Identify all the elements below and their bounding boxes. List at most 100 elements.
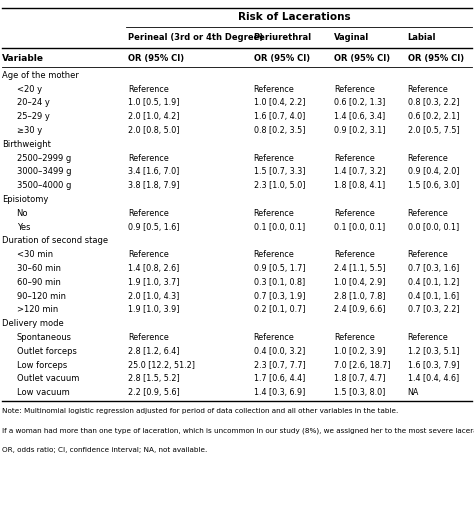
- Text: OR (95% CI): OR (95% CI): [408, 54, 464, 63]
- Text: 0.6 [0.2, 1.3]: 0.6 [0.2, 1.3]: [334, 99, 385, 107]
- Text: 0.9 [0.4, 2.0]: 0.9 [0.4, 2.0]: [408, 168, 459, 176]
- Text: 2.0 [0.5, 7.5]: 2.0 [0.5, 7.5]: [408, 126, 459, 135]
- Text: 1.0 [0.5, 1.9]: 1.0 [0.5, 1.9]: [128, 99, 180, 107]
- Text: 2.8 [1.0, 7.8]: 2.8 [1.0, 7.8]: [334, 292, 386, 300]
- Text: 30–60 min: 30–60 min: [17, 264, 61, 273]
- Text: Spontaneous: Spontaneous: [17, 333, 72, 342]
- Text: Reference: Reference: [254, 333, 294, 342]
- Text: 1.4 [0.7, 3.2]: 1.4 [0.7, 3.2]: [334, 168, 386, 176]
- Text: Birthweight: Birthweight: [2, 140, 51, 149]
- Text: 1.5 [0.6, 3.0]: 1.5 [0.6, 3.0]: [408, 181, 459, 190]
- Text: 2.4 [0.9, 6.6]: 2.4 [0.9, 6.6]: [334, 306, 386, 314]
- Text: Vaginal: Vaginal: [334, 33, 369, 42]
- Text: 1.6 [0.7, 4.0]: 1.6 [0.7, 4.0]: [254, 112, 305, 121]
- Text: Reference: Reference: [334, 333, 375, 342]
- Text: Reference: Reference: [408, 154, 448, 162]
- Text: OR, odds ratio; CI, confidence interval; NA, not available.: OR, odds ratio; CI, confidence interval;…: [2, 447, 208, 453]
- Text: 0.7 [0.3, 2.2]: 0.7 [0.3, 2.2]: [408, 306, 459, 314]
- Text: NA: NA: [408, 388, 419, 397]
- Text: OR (95% CI): OR (95% CI): [254, 54, 310, 63]
- Text: 3.8 [1.8, 7.9]: 3.8 [1.8, 7.9]: [128, 181, 180, 190]
- Text: Reference: Reference: [254, 154, 294, 162]
- Text: <30 min: <30 min: [17, 250, 53, 259]
- Text: Episiotomy: Episiotomy: [2, 195, 49, 204]
- Text: Reference: Reference: [128, 250, 169, 259]
- Text: 1.8 [0.7, 4.7]: 1.8 [0.7, 4.7]: [334, 375, 386, 383]
- Text: 1.5 [0.7, 3.3]: 1.5 [0.7, 3.3]: [254, 168, 305, 176]
- Text: Reference: Reference: [254, 209, 294, 218]
- Text: OR (95% CI): OR (95% CI): [128, 54, 184, 63]
- Text: 90–120 min: 90–120 min: [17, 292, 65, 300]
- Text: Periurethral: Periurethral: [254, 33, 312, 42]
- Text: Reference: Reference: [408, 209, 448, 218]
- Text: Reference: Reference: [334, 209, 375, 218]
- Text: 3500–4000 g: 3500–4000 g: [17, 181, 71, 190]
- Text: OR (95% CI): OR (95% CI): [334, 54, 390, 63]
- Text: 2.0 [1.0, 4.3]: 2.0 [1.0, 4.3]: [128, 292, 179, 300]
- Text: Low forceps: Low forceps: [17, 361, 67, 369]
- Text: 2.2 [0.9, 5.6]: 2.2 [0.9, 5.6]: [128, 388, 180, 397]
- Text: Reference: Reference: [408, 85, 448, 94]
- Text: 0.9 [0.5, 1.6]: 0.9 [0.5, 1.6]: [128, 223, 180, 231]
- Text: Reference: Reference: [408, 250, 448, 259]
- Text: 1.0 [0.4, 2.2]: 1.0 [0.4, 2.2]: [254, 99, 305, 107]
- Text: 1.9 [1.0, 3.9]: 1.9 [1.0, 3.9]: [128, 306, 180, 314]
- Text: 0.3 [0.1, 0.8]: 0.3 [0.1, 0.8]: [254, 278, 305, 287]
- Text: Yes: Yes: [17, 223, 30, 231]
- Text: 0.4 [0.0, 3.2]: 0.4 [0.0, 3.2]: [254, 347, 305, 356]
- Text: 2.3 [0.7, 7.7]: 2.3 [0.7, 7.7]: [254, 361, 305, 369]
- Text: Reference: Reference: [334, 154, 375, 162]
- Text: 3.4 [1.6, 7.0]: 3.4 [1.6, 7.0]: [128, 168, 179, 176]
- Text: Duration of second stage: Duration of second stage: [2, 237, 109, 245]
- Text: 1.7 [0.6, 4.4]: 1.7 [0.6, 4.4]: [254, 375, 305, 383]
- Text: Reference: Reference: [408, 333, 448, 342]
- Text: 0.1 [0.0, 0.1]: 0.1 [0.0, 0.1]: [254, 223, 305, 231]
- Text: 0.2 [0.1, 0.7]: 0.2 [0.1, 0.7]: [254, 306, 305, 314]
- Text: Outlet vacuum: Outlet vacuum: [17, 375, 79, 383]
- Text: Reference: Reference: [128, 154, 169, 162]
- Text: No: No: [17, 209, 28, 218]
- Text: 2.0 [0.8, 5.0]: 2.0 [0.8, 5.0]: [128, 126, 180, 135]
- Text: 2.3 [1.0, 5.0]: 2.3 [1.0, 5.0]: [254, 181, 305, 190]
- Text: Reference: Reference: [128, 85, 169, 94]
- Text: Reference: Reference: [128, 209, 169, 218]
- Text: >120 min: >120 min: [17, 306, 58, 314]
- Text: Risk of Lacerations: Risk of Lacerations: [237, 12, 350, 22]
- Text: Reference: Reference: [254, 250, 294, 259]
- Text: 0.9 [0.2, 3.1]: 0.9 [0.2, 3.1]: [334, 126, 386, 135]
- Text: 1.0 [0.4, 2.9]: 1.0 [0.4, 2.9]: [334, 278, 386, 287]
- Text: 0.1 [0.0, 0.1]: 0.1 [0.0, 0.1]: [334, 223, 385, 231]
- Text: 0.7 [0.3, 1.9]: 0.7 [0.3, 1.9]: [254, 292, 305, 300]
- Text: 25.0 [12.2, 51.2]: 25.0 [12.2, 51.2]: [128, 361, 195, 369]
- Text: 1.4 [0.8, 2.6]: 1.4 [0.8, 2.6]: [128, 264, 179, 273]
- Text: Reference: Reference: [334, 250, 375, 259]
- Text: 0.8 [0.2, 3.5]: 0.8 [0.2, 3.5]: [254, 126, 305, 135]
- Text: Reference: Reference: [128, 333, 169, 342]
- Text: 2.0 [1.0, 4.2]: 2.0 [1.0, 4.2]: [128, 112, 180, 121]
- Text: Reference: Reference: [254, 85, 294, 94]
- Text: 0.8 [0.3, 2.2]: 0.8 [0.3, 2.2]: [408, 99, 459, 107]
- Text: Outlet forceps: Outlet forceps: [17, 347, 76, 356]
- Text: <20 y: <20 y: [17, 85, 42, 94]
- Text: 2500–2999 g: 2500–2999 g: [17, 154, 71, 162]
- Text: 60–90 min: 60–90 min: [17, 278, 61, 287]
- Text: 1.4 [0.3, 6.9]: 1.4 [0.3, 6.9]: [254, 388, 305, 397]
- Text: 1.8 [0.8, 4.1]: 1.8 [0.8, 4.1]: [334, 181, 385, 190]
- Text: 0.4 [0.1, 1.6]: 0.4 [0.1, 1.6]: [408, 292, 459, 300]
- Text: 0.0 [0.0, 0.1]: 0.0 [0.0, 0.1]: [408, 223, 459, 231]
- Text: Delivery mode: Delivery mode: [2, 319, 64, 328]
- Text: Variable: Variable: [2, 54, 45, 63]
- Text: 2.4 [1.1, 5.5]: 2.4 [1.1, 5.5]: [334, 264, 386, 273]
- Text: Note: Multinomial logistic regression adjusted for period of data collection and: Note: Multinomial logistic regression ad…: [2, 408, 399, 414]
- Text: Reference: Reference: [334, 85, 375, 94]
- Text: Perineal (3rd or 4th Degree): Perineal (3rd or 4th Degree): [128, 33, 263, 42]
- Text: ≥30 y: ≥30 y: [17, 126, 42, 135]
- Text: 1.5 [0.3, 8.0]: 1.5 [0.3, 8.0]: [334, 388, 385, 397]
- Text: 0.6 [0.2, 2.1]: 0.6 [0.2, 2.1]: [408, 112, 459, 121]
- Text: 0.4 [0.1, 1.2]: 0.4 [0.1, 1.2]: [408, 278, 459, 287]
- Text: 2.8 [1.2, 6.4]: 2.8 [1.2, 6.4]: [128, 347, 180, 356]
- Text: Labial: Labial: [408, 33, 436, 42]
- Text: Age of the mother: Age of the mother: [2, 71, 79, 80]
- Text: 1.9 [1.0, 3.7]: 1.9 [1.0, 3.7]: [128, 278, 180, 287]
- Text: 1.0 [0.2, 3.9]: 1.0 [0.2, 3.9]: [334, 347, 386, 356]
